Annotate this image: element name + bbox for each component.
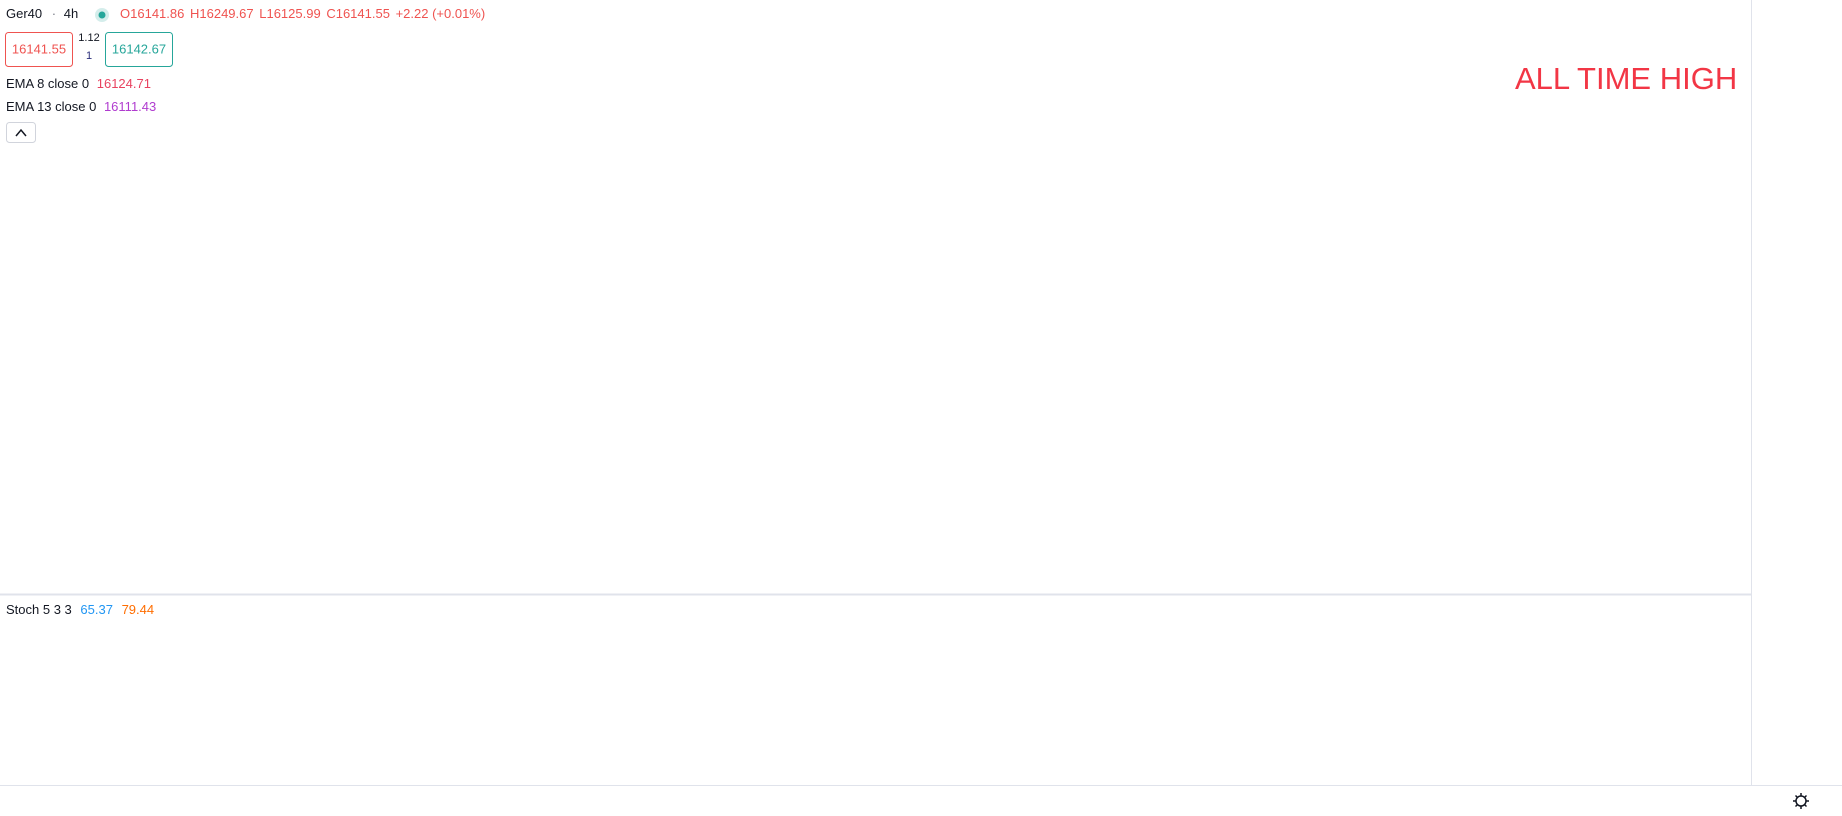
ohlc-legend: O16141.86 H16249.67 L16125.99 C16141.55 …: [120, 6, 485, 21]
ohlc-value: 16141.86: [130, 6, 184, 21]
collapse-button[interactable]: [6, 122, 36, 143]
ohlc-label: C: [326, 6, 335, 21]
ohlc-label: O: [120, 6, 130, 21]
change: +2.22 (+0.01%): [396, 6, 486, 21]
lots: 1: [86, 50, 92, 62]
ema-value: 16111.43: [104, 99, 156, 114]
ema-value: 16124.71: [97, 76, 151, 91]
market-status-dot[interactable]: [98, 11, 106, 19]
ohlc-label: H: [190, 6, 199, 21]
ema-legend[interactable]: EMA 8 close 0 16124.71: [6, 76, 151, 91]
ohlc-value: 16249.67: [199, 6, 253, 21]
ohlc-label: L: [259, 6, 266, 21]
interval: 4h: [64, 6, 78, 21]
bid-price: 16141.55: [12, 41, 66, 56]
ema-name: EMA 13 close 0: [6, 99, 96, 114]
stoch-legend[interactable]: Stoch 5 3 3 65.37 79.44: [6, 602, 154, 617]
symbol-legend[interactable]: Ger40 · 4h: [6, 6, 78, 21]
separator-dot: ·: [52, 6, 56, 21]
stoch-title: Stoch 5 3 3: [6, 602, 72, 617]
ohlc-value: 16141.55: [336, 6, 390, 21]
settings-icon[interactable]: [1793, 793, 1809, 809]
buy-button[interactable]: [105, 32, 173, 67]
ema-legend[interactable]: EMA 13 close 0 16111.43: [6, 99, 156, 114]
annotation: ALL TIME HIGH: [1515, 61, 1737, 96]
chevron-icon: [15, 128, 27, 137]
ask-price: 16142.67: [112, 41, 166, 56]
symbol: Ger40: [6, 6, 42, 21]
ohlc-value: 16125.99: [266, 6, 320, 21]
ema-name: EMA 8 close 0: [6, 76, 89, 91]
stoch-d-value: 79.44: [122, 602, 155, 617]
sell-button[interactable]: [5, 32, 73, 67]
spread: 1.12: [78, 32, 99, 44]
stoch-k-value: 65.37: [80, 602, 113, 617]
gear-teeth: [1793, 793, 1809, 809]
